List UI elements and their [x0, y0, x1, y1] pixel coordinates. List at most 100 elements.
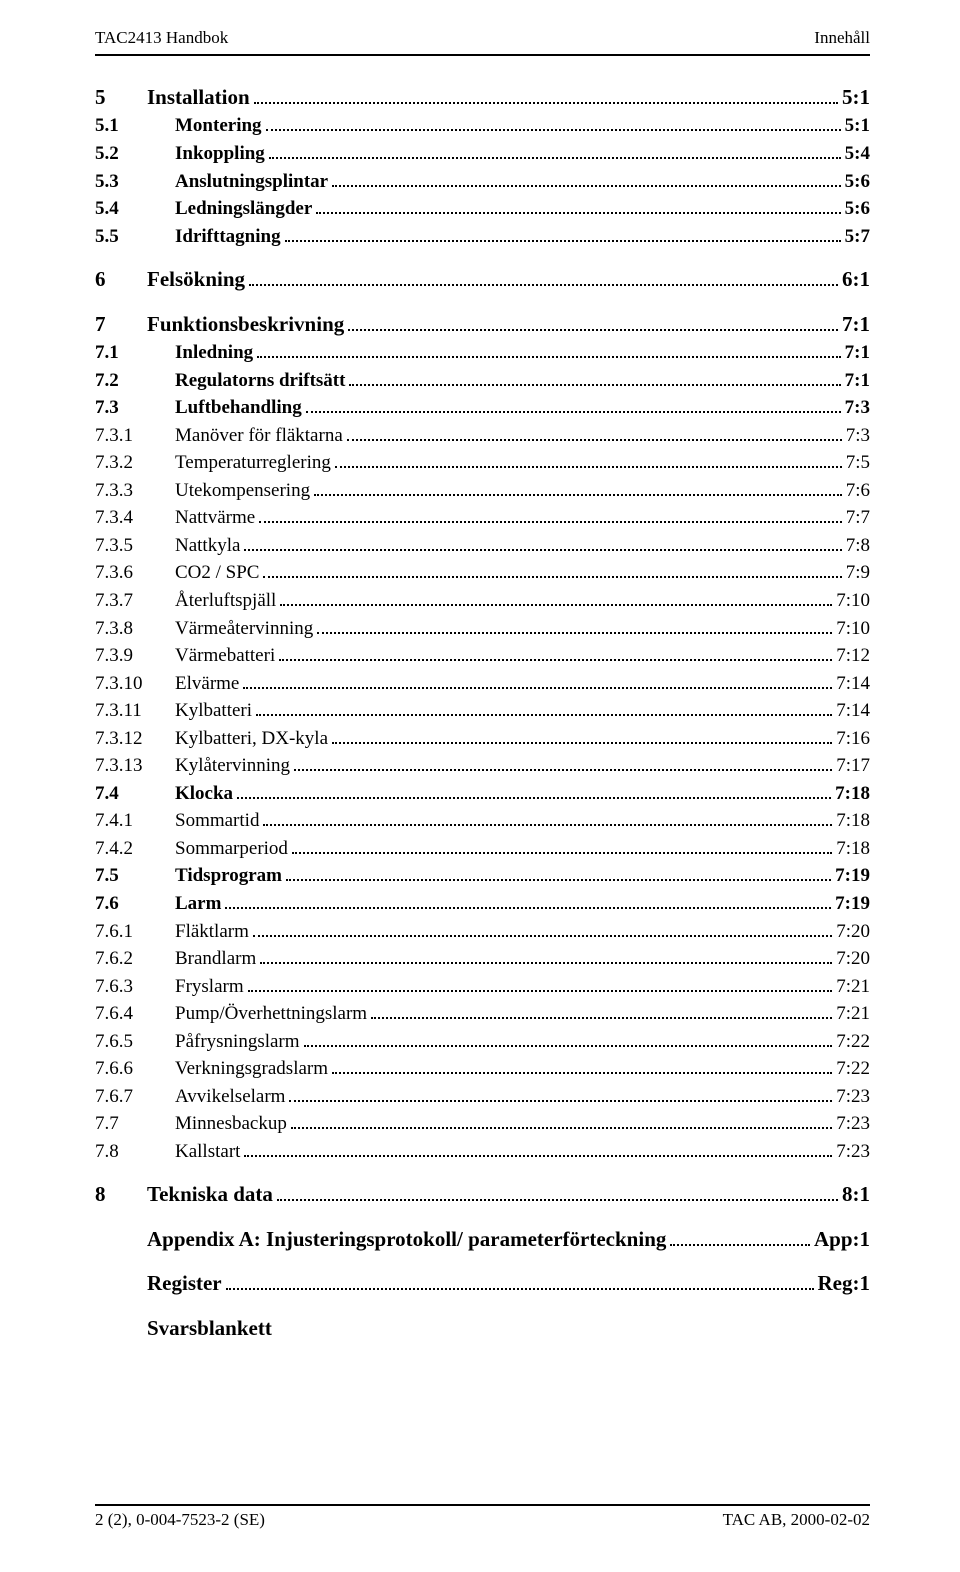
toc-entry-page: 5:1	[842, 82, 870, 112]
toc-entry-page: 7:23	[836, 1138, 870, 1166]
toc-leader-dots	[248, 976, 833, 991]
toc-entry-number: 7.6.7	[95, 1083, 175, 1111]
toc-entry: 7.3.6CO2 / SPC7:9	[95, 559, 870, 587]
header-left: TAC2413 Handbok	[95, 28, 228, 48]
toc-entry-number: 7.3.3	[95, 477, 175, 505]
toc-entry: 7.4Klocka7:18	[95, 780, 870, 808]
toc-entry: 7.2Regulatorns driftsätt 7:1	[95, 367, 870, 395]
toc-entry: 7.3.5Nattkyla7:8	[95, 532, 870, 560]
toc-entry-page: 7:14	[836, 670, 870, 698]
toc-entry-title: CO2 / SPC	[175, 559, 259, 587]
toc-leader-dots	[254, 89, 838, 104]
toc-leader-dots	[332, 171, 841, 186]
toc-entry-number: 5.2	[95, 140, 175, 168]
toc-entry: 7.6.1Fläktlarm7:20	[95, 918, 870, 946]
toc-leader-dots	[289, 1087, 832, 1102]
toc-entry-page: 7:19	[835, 862, 870, 890]
page-header: TAC2413 Handbok Innehåll	[95, 28, 870, 48]
toc-leader-dots	[237, 784, 831, 799]
toc-entry: 5.1Montering5:1	[95, 112, 870, 140]
toc-entry-number: 7.8	[95, 1138, 175, 1166]
toc-entry-title: Utekompensering	[175, 477, 310, 505]
toc-entry-number: 7.3.12	[95, 725, 175, 753]
toc-entry-page: 7:3	[845, 394, 870, 422]
toc-entry-title: Regulatorns driftsätt	[175, 367, 345, 395]
toc-entry: 7.6Larm7:19	[95, 890, 870, 918]
toc-leader-dots	[294, 756, 832, 771]
toc-leader-dots	[285, 226, 841, 241]
toc-entry: 7.3.3Utekompensering 7:6	[95, 477, 870, 505]
toc-leader-dots	[335, 453, 842, 468]
toc-entry: RegisterReg:1	[95, 1268, 870, 1298]
toc-entry-page: 7:18	[836, 807, 870, 835]
toc-leader-dots	[670, 1231, 810, 1246]
toc-leader-dots	[243, 673, 832, 688]
toc-entry-title: Appendix A: Injusteringsprotokoll/ param…	[147, 1224, 666, 1254]
toc-entry-title: Tidsprogram	[175, 862, 282, 890]
toc-entry-title: Manöver för fläktarna	[175, 422, 343, 450]
toc-entry: 7.3.13Kylåtervinning7:17	[95, 752, 870, 780]
toc-entry-number: 8	[95, 1179, 147, 1209]
toc-entry-title: Funktionsbeskrivning	[147, 309, 344, 339]
toc-entry-title: Felsökning	[147, 264, 245, 294]
toc-leader-dots	[314, 480, 842, 495]
toc-entry-page: 7:23	[836, 1083, 870, 1111]
toc-entry-number: 7.3.11	[95, 697, 175, 725]
toc-entry-number: 6	[95, 264, 147, 294]
toc-entry-number: 7.7	[95, 1110, 175, 1138]
header-right: Innehåll	[814, 28, 870, 48]
toc-entry-page: 7:1	[845, 367, 870, 395]
document-page: TAC2413 Handbok Innehåll 5Installation5:…	[0, 0, 960, 1572]
toc-entry-title: Kylbatteri	[175, 697, 252, 725]
toc-entry-page: 7:22	[836, 1028, 870, 1056]
footer-rule	[95, 1504, 870, 1506]
toc-entry: 7.5Tidsprogram7:19	[95, 862, 870, 890]
toc-entry: 7.4.2Sommarperiod7:18	[95, 835, 870, 863]
toc-leader-dots	[263, 811, 832, 826]
toc-entry-page: 7:16	[836, 725, 870, 753]
toc-entry-number: 5.5	[95, 223, 175, 251]
toc-leader-dots	[291, 1114, 832, 1129]
toc-entry-page: 7:6	[846, 477, 870, 505]
toc-entry: 7.3Luftbehandling7:3	[95, 394, 870, 422]
toc-entry-number: 7.6.1	[95, 918, 175, 946]
toc-entry: 7.3.1Manöver för fläktarna7:3	[95, 422, 870, 450]
toc-entry: 7.6.5Påfrysningslarm7:22	[95, 1028, 870, 1056]
toc-entry-title: Värmebatteri	[175, 642, 275, 670]
toc-leader-dots	[253, 921, 832, 936]
toc-entry-page: 8:1	[842, 1179, 870, 1209]
toc-entry-title: Idrifttagning	[175, 223, 281, 251]
toc-entry-page: 7:10	[836, 587, 870, 615]
toc-leader-dots	[332, 728, 832, 743]
toc-leader-dots	[349, 370, 840, 385]
toc-entry-page: 5:4	[845, 140, 870, 168]
header-rule	[95, 54, 870, 56]
toc-leader-dots	[348, 315, 838, 330]
toc-leader-dots	[277, 1186, 838, 1201]
toc-entry-title: Verkningsgradslarm	[175, 1055, 328, 1083]
toc-entry-number: 7.4.1	[95, 807, 175, 835]
toc-entry-title: Temperaturreglering	[175, 449, 331, 477]
toc-entry-page: 7:21	[836, 973, 870, 1001]
toc-entry: Appendix A: Injusteringsprotokoll/ param…	[95, 1224, 870, 1254]
toc-entry: Svarsblankett	[95, 1313, 870, 1343]
toc-entry-number: 7.3.1	[95, 422, 175, 450]
toc-entry-page: 7:1	[845, 339, 870, 367]
toc-entry-number: 7.3.2	[95, 449, 175, 477]
toc-entry-page: 7:8	[846, 532, 870, 560]
toc-entry: 7.6.4Pump/Överhettningslarm7:21	[95, 1000, 870, 1028]
toc-entry-number: 7.2	[95, 367, 175, 395]
toc-entry-number: 7.6	[95, 890, 175, 918]
toc-entry-page: 7:20	[836, 918, 870, 946]
toc-entry: 5Installation5:1	[95, 82, 870, 112]
toc-entry-number: 7.3.6	[95, 559, 175, 587]
toc-entry-number: 7.3.7	[95, 587, 175, 615]
toc-entry-title: Svarsblankett	[147, 1313, 272, 1343]
toc-entry-number: 7.6.4	[95, 1000, 175, 1028]
toc-leader-dots	[280, 591, 832, 606]
toc-entry-number: 7.3.9	[95, 642, 175, 670]
toc-leader-dots	[306, 398, 841, 413]
toc-leader-dots	[371, 1004, 832, 1019]
toc-entry-number: 7.3.10	[95, 670, 175, 698]
toc-entry-title: Inledning	[175, 339, 253, 367]
